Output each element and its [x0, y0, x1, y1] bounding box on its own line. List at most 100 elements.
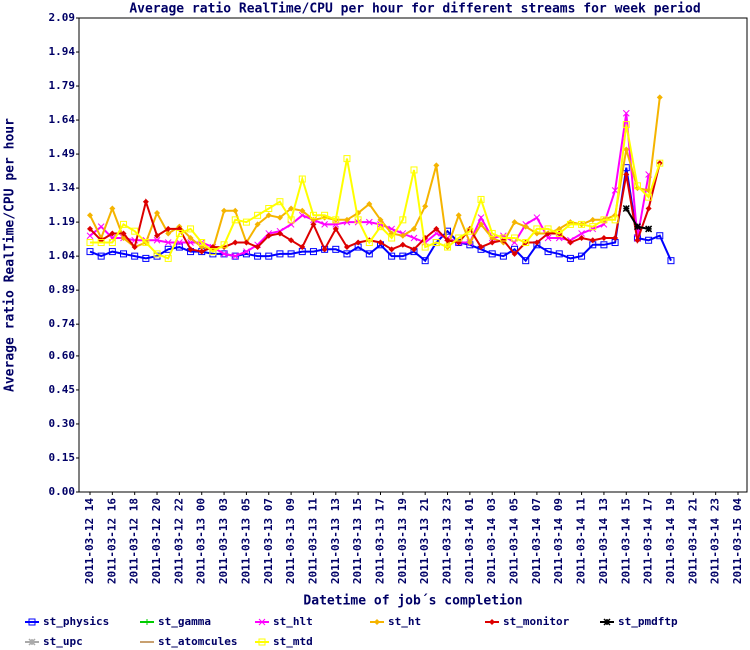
- point: [154, 210, 161, 217]
- x-tick-label: 2011-03-14 23: [709, 498, 722, 584]
- series-line: [89, 162, 661, 256]
- point: [108, 248, 116, 256]
- point: [667, 257, 675, 265]
- point: [154, 232, 161, 239]
- point: [187, 225, 195, 233]
- point: [645, 193, 653, 201]
- point: [131, 244, 138, 251]
- point: [28, 618, 36, 626]
- point: [634, 237, 641, 244]
- point: [221, 207, 228, 214]
- point: [254, 252, 262, 260]
- point: [276, 198, 284, 206]
- series-line: [89, 113, 650, 258]
- point: [566, 220, 574, 228]
- point: [411, 246, 417, 253]
- point: [633, 182, 641, 190]
- point: [153, 236, 161, 244]
- point: [388, 246, 395, 253]
- point: [142, 239, 150, 247]
- point: [198, 239, 206, 247]
- y-tick-label: 0.89: [49, 283, 76, 296]
- point: [611, 216, 619, 224]
- point: [600, 234, 607, 241]
- point: [198, 248, 205, 255]
- x-tick-label: 2011-03-14 15: [619, 498, 632, 584]
- point: [343, 244, 350, 251]
- point: [511, 219, 518, 226]
- point: [623, 171, 630, 178]
- point: [354, 216, 362, 224]
- point: [377, 216, 384, 223]
- x-tick-label: 2011-03-14 01: [463, 498, 476, 584]
- series-line: [89, 97, 661, 251]
- x-tick-label: 2011-03-13 13: [329, 498, 342, 584]
- point: [265, 205, 273, 213]
- point: [622, 121, 630, 129]
- point: [421, 257, 429, 265]
- point: [276, 214, 283, 221]
- series-line: [89, 167, 672, 263]
- point: [544, 248, 552, 256]
- y-tick-label: 1.64: [49, 113, 76, 126]
- series-line: [90, 124, 661, 260]
- point: [589, 216, 596, 223]
- y-tick-label: 1.49: [49, 147, 76, 160]
- point: [444, 237, 451, 244]
- point: [176, 239, 183, 246]
- point: [488, 250, 496, 258]
- point: [388, 252, 396, 260]
- plot-frame: [78, 17, 748, 493]
- point: [109, 205, 116, 212]
- point: [478, 244, 485, 251]
- point: [287, 216, 295, 224]
- point: [600, 216, 608, 224]
- point: [455, 234, 463, 242]
- point: [258, 618, 266, 626]
- point: [555, 229, 563, 237]
- point: [108, 239, 116, 247]
- point: [276, 250, 284, 258]
- point: [309, 248, 317, 256]
- point: [265, 232, 272, 239]
- point: [343, 155, 351, 163]
- legend-label: st_atomcules: [158, 635, 237, 648]
- x-tick-label: 2011-03-13 05: [239, 498, 252, 584]
- point: [365, 250, 373, 258]
- point: [522, 223, 529, 230]
- point: [254, 221, 261, 228]
- point: [165, 230, 172, 237]
- legend-label: st_mtd: [273, 635, 313, 648]
- point: [232, 207, 239, 214]
- point: [589, 223, 597, 231]
- y-tick-label: 0.74: [49, 317, 76, 330]
- point: [299, 207, 306, 214]
- x-tick-label: 2011-03-13 03: [217, 498, 230, 584]
- point: [287, 250, 295, 258]
- point: [131, 252, 139, 260]
- point: [511, 239, 518, 246]
- legend-label: st_upc: [43, 635, 83, 648]
- point: [299, 244, 306, 251]
- x-tick-label: 2011-03-13 15: [351, 498, 364, 584]
- point: [578, 252, 586, 260]
- x-tick-label: 2011-03-13 11: [306, 498, 319, 584]
- point: [332, 245, 340, 253]
- point: [522, 257, 530, 265]
- point: [343, 216, 350, 223]
- point: [622, 204, 630, 213]
- point: [86, 248, 94, 256]
- point: [566, 254, 574, 262]
- point: [533, 239, 540, 246]
- x-tick-label: 2011-03-12 20: [150, 498, 163, 584]
- x-tick-label: 2011-03-14 05: [508, 498, 521, 584]
- point: [321, 221, 328, 228]
- y-axis-label: Average ratio RealTime/CPU per hour: [3, 118, 18, 392]
- legend-label: st_pmdftp: [618, 615, 678, 628]
- point: [231, 216, 239, 224]
- point: [567, 239, 574, 246]
- point: [220, 250, 228, 258]
- point: [232, 239, 239, 246]
- point: [355, 239, 362, 246]
